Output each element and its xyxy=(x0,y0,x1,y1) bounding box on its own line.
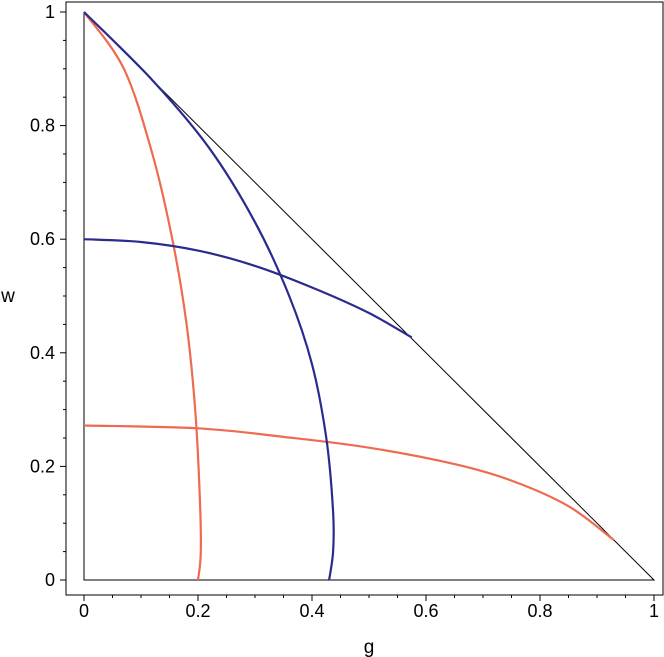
series-line-0 xyxy=(83,11,656,581)
y-tick-label: 0.8 xyxy=(30,116,55,136)
series-layer xyxy=(83,11,656,581)
series-line-4 xyxy=(83,238,413,339)
series-line-1 xyxy=(83,11,202,581)
y-tick-label: 0 xyxy=(45,570,55,590)
x-axis-title: g xyxy=(364,637,375,657)
y-tick-label: 0.4 xyxy=(30,343,55,363)
x-tick-label: 1 xyxy=(649,601,659,621)
plot-frame xyxy=(65,1,664,596)
y-tick-label: 0.2 xyxy=(30,456,55,476)
y-ticks: 0 0.2 0.4 0.6 0.8 1 xyxy=(30,2,66,590)
x-tick-label: 0.2 xyxy=(185,601,210,621)
x-tick-label: 0.8 xyxy=(527,601,552,621)
series-line-3 xyxy=(83,11,335,581)
series-line-2 xyxy=(83,424,615,542)
y-axis-title: w xyxy=(0,286,15,307)
x-tick-label: 0.6 xyxy=(413,601,438,621)
y-tick-label: 1 xyxy=(45,2,55,22)
x-ticks: 0 0.2 0.4 0.6 0.8 1 xyxy=(79,595,659,621)
x-tick-label: 0 xyxy=(79,601,89,621)
x-tick-label: 0.4 xyxy=(299,601,324,621)
y-tick-label: 0.6 xyxy=(30,229,55,249)
